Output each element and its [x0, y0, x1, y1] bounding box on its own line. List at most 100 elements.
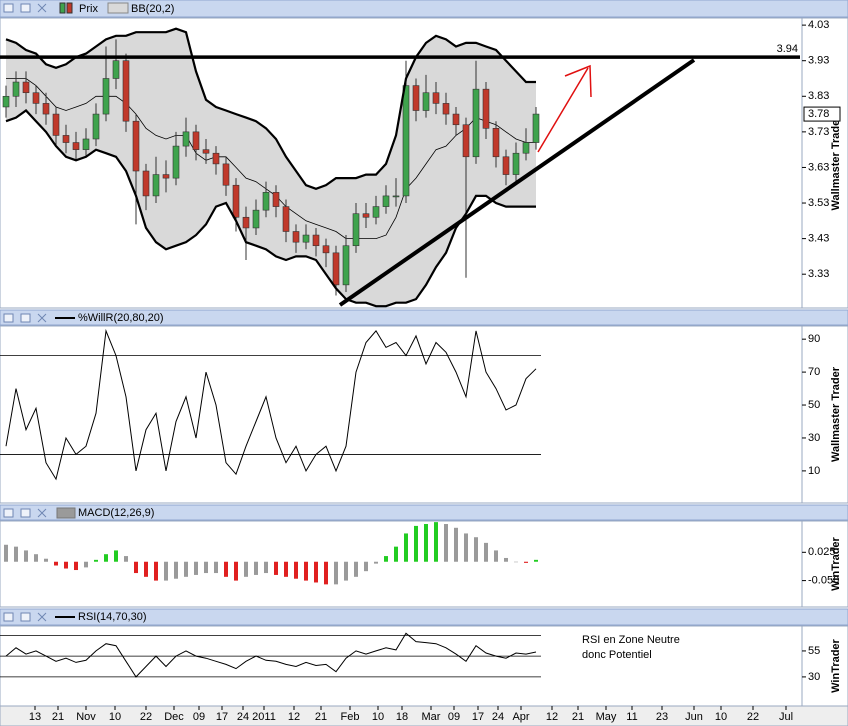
band-middle — [6, 78, 536, 239]
histogram-bar — [154, 561, 158, 581]
candle-body — [482, 88, 490, 129]
y-tick-label: 3.53 — [808, 197, 829, 209]
x-tick-label: 22 — [747, 711, 759, 723]
histogram-bar — [454, 527, 458, 562]
candle-body — [92, 113, 100, 140]
histogram-bar — [204, 561, 208, 574]
histogram-bar — [504, 557, 508, 562]
histogram-bar — [274, 561, 278, 575]
candle-body — [132, 120, 140, 172]
y-tick-label: 10 — [808, 465, 820, 477]
histogram-bar — [474, 537, 478, 562]
candle-body — [162, 174, 170, 179]
candle-body — [282, 206, 290, 232]
header-icon — [37, 612, 47, 622]
candle-body — [412, 85, 420, 111]
series-name: RSI(14,70,30) — [78, 611, 146, 623]
y-tick-label: 3.33 — [808, 268, 829, 280]
x-tick-label: 24 — [492, 711, 504, 723]
last-price-label: 3.78 — [808, 108, 829, 120]
candle-body — [222, 163, 230, 186]
x-tick-label: Jul — [779, 711, 793, 723]
histogram-bar — [484, 542, 488, 562]
x-tick-label: 10 — [715, 711, 727, 723]
plot-group — [5, 632, 537, 678]
histogram-bar — [114, 550, 118, 562]
candle-body — [272, 192, 280, 207]
y-tick-label: 30 — [808, 432, 820, 444]
histogram-bar — [324, 561, 328, 585]
indicator-line — [5, 632, 537, 678]
histogram-bar — [284, 561, 288, 577]
axis-area — [801, 17, 848, 309]
histogram-bar — [444, 524, 448, 562]
candle-body — [202, 149, 210, 154]
candle-body — [452, 113, 460, 126]
histogram-bar — [334, 561, 338, 585]
candle-body — [212, 152, 220, 165]
panel-header — [0, 0, 848, 18]
x-tick-label: 17 — [216, 711, 228, 723]
y-tick-label: 4.03 — [808, 19, 829, 31]
annotation: donc Potentiel — [582, 649, 652, 661]
watermark: Wallmaster Trader — [830, 366, 842, 462]
histogram-bar — [374, 561, 378, 564]
x-tick-label: 12 — [546, 711, 558, 723]
candle-body — [192, 131, 200, 150]
candle-body — [122, 60, 130, 122]
histogram-bar — [44, 558, 48, 562]
y-tick-label: 0.025 — [808, 546, 836, 558]
histogram-bar — [314, 561, 318, 583]
x-tick-label: 21 — [572, 711, 584, 723]
candle-body — [402, 85, 410, 197]
candle-body — [242, 216, 250, 229]
x-tick-label: 12 — [288, 711, 300, 723]
last-price-box — [803, 106, 841, 122]
header-icon — [37, 508, 47, 518]
y-tick-label: 90 — [808, 333, 820, 345]
histogram-bar — [164, 561, 168, 581]
x-tick-label: 09 — [448, 711, 460, 723]
y-tick-label: 50 — [808, 399, 820, 411]
candle-body — [32, 92, 40, 104]
annotations — [338, 58, 696, 307]
candle-body — [462, 124, 470, 158]
histogram-bar — [414, 525, 418, 562]
header-icon — [20, 612, 31, 622]
histogram-bar — [14, 546, 18, 562]
x-tick-label: Nov — [76, 711, 96, 723]
y-tick-label: 55 — [808, 645, 820, 657]
y-tick-label: -0.050 — [808, 575, 839, 587]
histogram-bar — [404, 533, 408, 562]
header-icon — [37, 313, 47, 323]
candle-body — [512, 152, 520, 175]
histogram-bar — [94, 559, 98, 562]
x-tick-label: Jun — [685, 711, 703, 723]
annotation: RSI en Zone Neutre — [582, 634, 680, 646]
plot-area — [0, 520, 803, 608]
candle-body — [382, 195, 390, 207]
series-name: MACD(12,26,9) — [78, 507, 154, 519]
x-tick-label: May — [596, 711, 617, 723]
axis-area — [801, 520, 848, 608]
x-tick-label: 10 — [109, 711, 121, 723]
header-icon — [20, 3, 31, 13]
histogram-bar — [524, 561, 528, 563]
candle-body — [352, 213, 360, 247]
candle-body — [72, 142, 80, 150]
x-tick-label: Dec — [164, 711, 184, 723]
candle-body — [522, 142, 530, 154]
plot-group — [2, 27, 540, 308]
legend-swatch — [59, 2, 66, 14]
x-tick-label: 24 — [237, 711, 249, 723]
candle-body — [62, 135, 70, 143]
histogram-bar — [384, 556, 388, 562]
header-icon — [3, 3, 14, 13]
histogram-bar — [104, 554, 108, 562]
axis-area — [801, 325, 848, 504]
header-icon — [20, 508, 31, 518]
histogram-bar — [184, 561, 188, 577]
histogram-bar — [344, 561, 348, 581]
